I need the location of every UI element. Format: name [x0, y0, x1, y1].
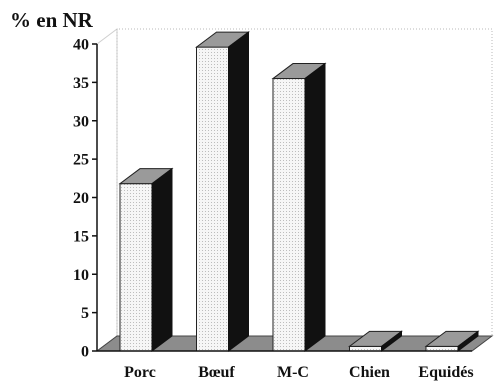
y-axis: 0 5 10 15 20 25 30 35 40 [73, 37, 472, 361]
bar-front [196, 46, 229, 352]
category-label: Bœuf [198, 364, 235, 381]
y-axis-title: % en NR [10, 8, 94, 32]
category-label: M-C [277, 364, 309, 381]
y-tick-label: 30 [73, 113, 89, 130]
bar-m-c [271, 62, 327, 352]
bar-front [119, 183, 153, 352]
y-tick-label: 15 [73, 228, 89, 245]
category-label: Equidés [418, 364, 473, 381]
y-tick-label: 40 [73, 37, 89, 54]
bar-chien [348, 330, 403, 352]
y-tick-label: 0 [81, 344, 89, 361]
bar-porc [118, 167, 174, 352]
bar-side [228, 31, 249, 352]
category-label: Chien [349, 364, 390, 381]
bar-side [151, 167, 173, 352]
category-labels: Porc Bœuf M-C Chien Equidés [124, 364, 473, 381]
y-tick-label: 20 [73, 190, 89, 207]
bar-equidés [424, 330, 480, 352]
y-tick-label: 25 [73, 152, 89, 169]
y-tick-label: 5 [81, 305, 89, 322]
category-label: Porc [124, 364, 156, 381]
y-tick-label: 10 [73, 267, 89, 284]
side-wall [96, 28, 118, 352]
bar-front [272, 78, 306, 352]
bar-side [457, 330, 479, 352]
bar-side [381, 330, 402, 352]
bar-bœuf [195, 31, 250, 352]
bar-side [304, 62, 326, 352]
bars [118, 31, 480, 352]
back-wall [116, 28, 493, 336]
y-tick-label: 35 [73, 75, 89, 92]
